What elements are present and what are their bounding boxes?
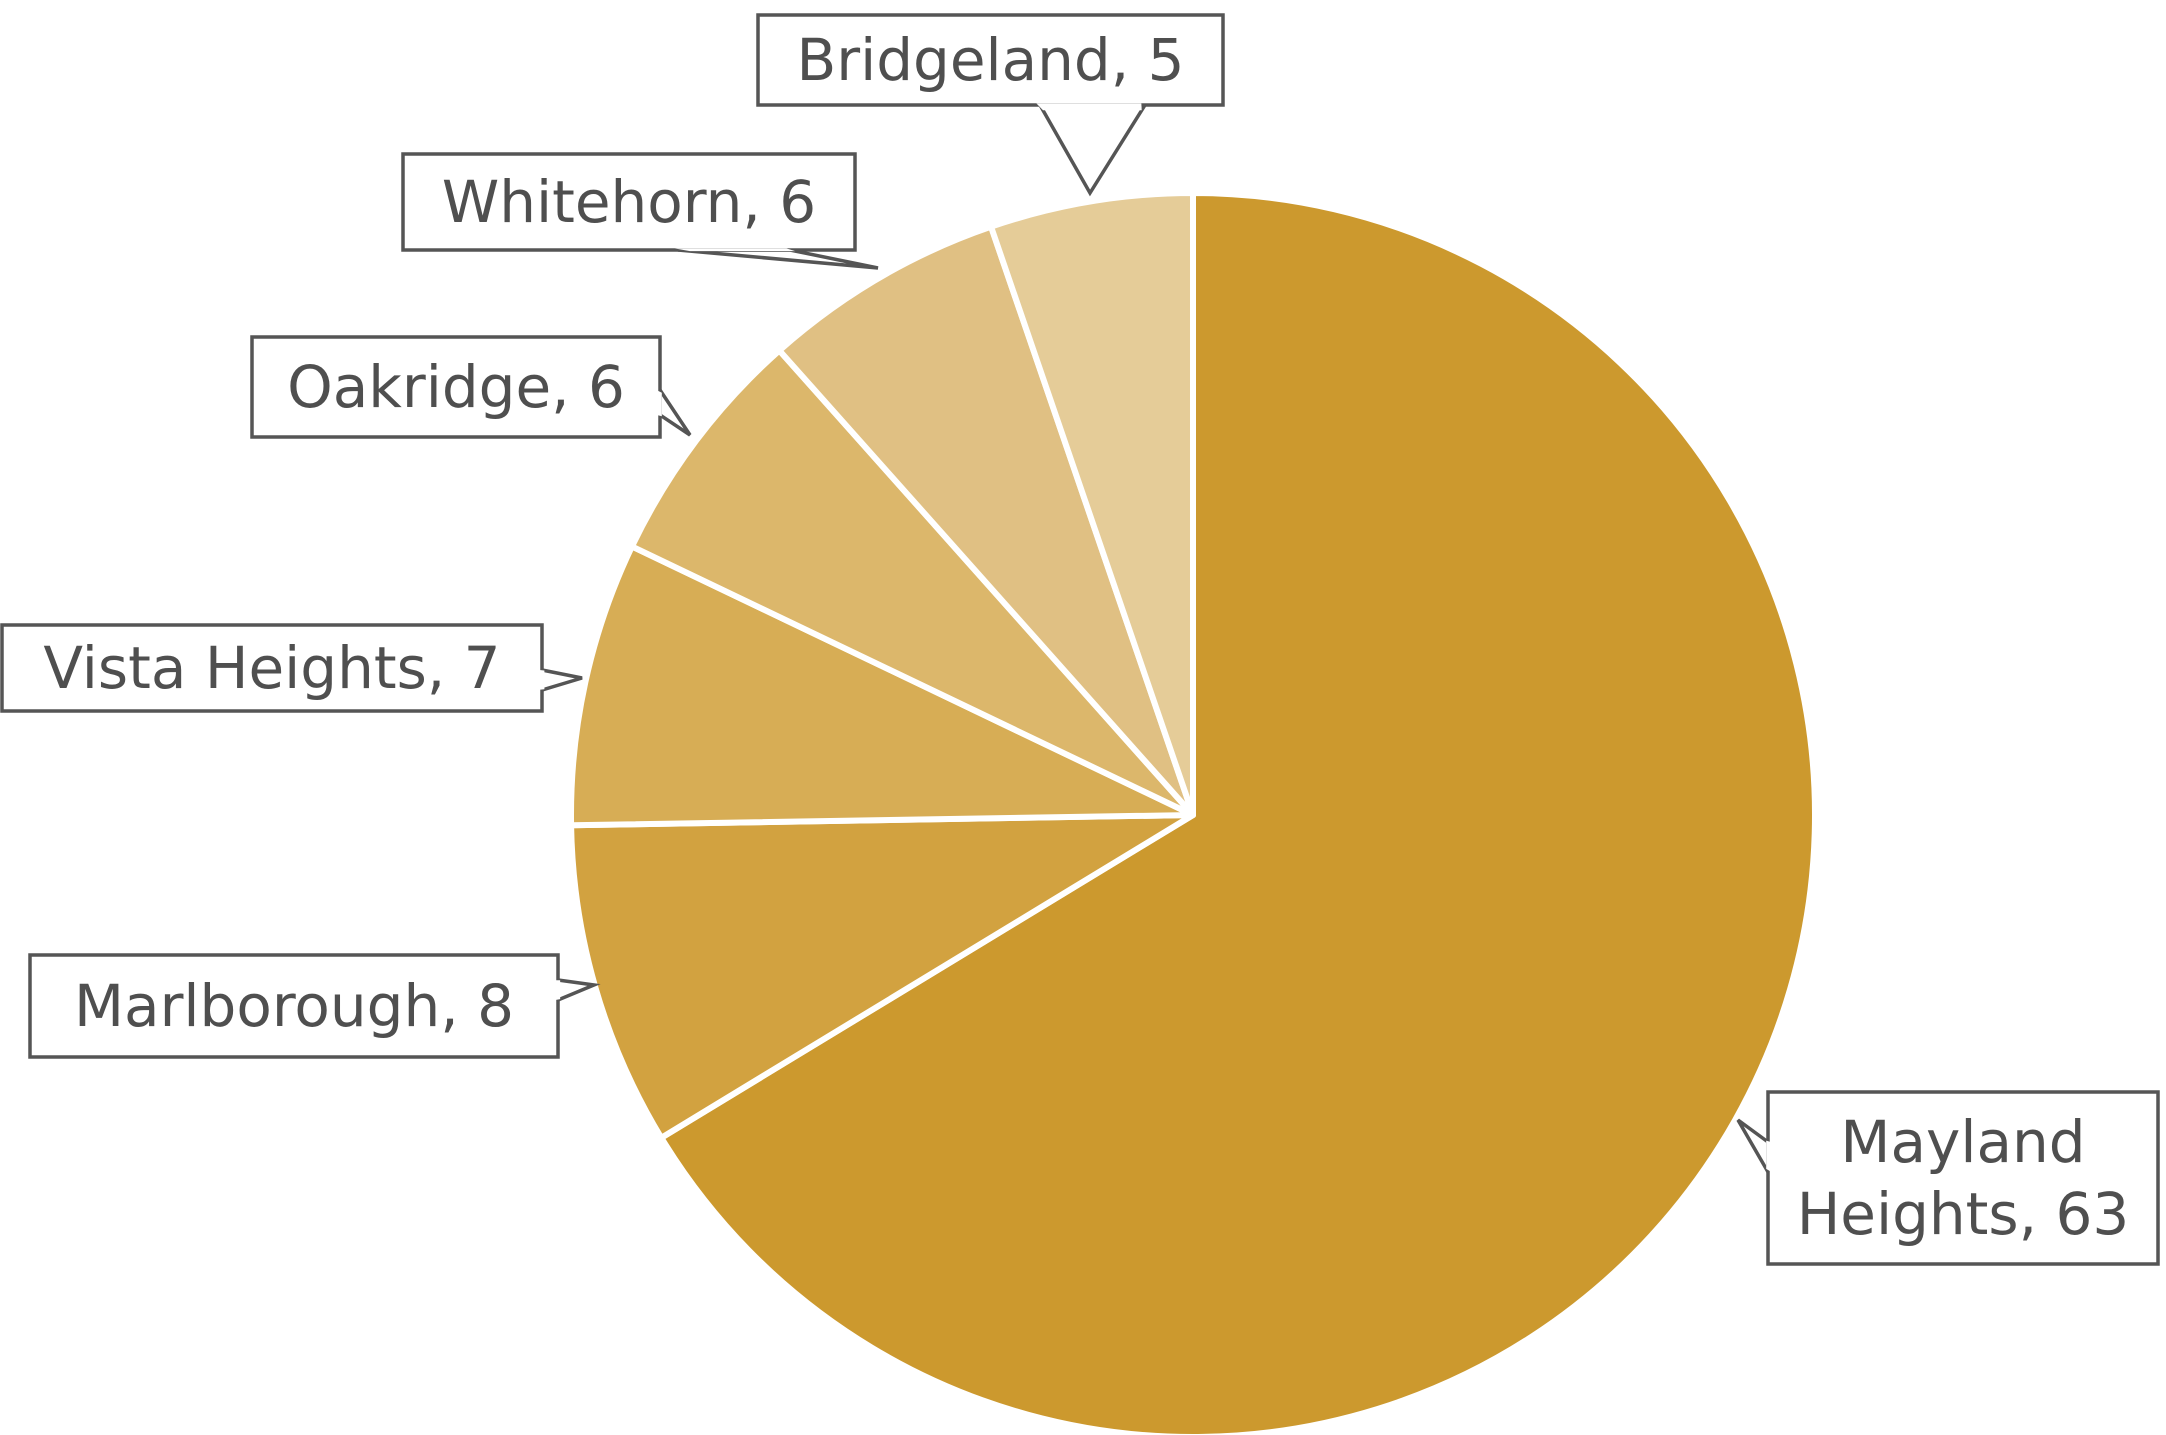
- callout-box: [0, 623, 544, 713]
- pie-slice-marlborough: [568, 812, 1196, 1141]
- callout-tail-join: [538, 669, 545, 690]
- data-label-vista-heights: Vista Heights, 7: [0, 623, 583, 713]
- callout-tail: [1036, 103, 1149, 197]
- pie-slice-whitehorn: [776, 223, 1196, 818]
- data-label-oakridge: Oakridge, 6: [250, 335, 692, 439]
- pie-slice-mayland-heights: [658, 190, 1818, 1435]
- data-label-text: Mayland: [1840, 1108, 2085, 1176]
- pie-slice-oakridge: [628, 347, 1196, 818]
- callout-tail-join: [1036, 103, 1142, 111]
- callout-tail-join: [554, 980, 561, 1001]
- callout-tail: [677, 248, 879, 270]
- callout-box: [1766, 1090, 2160, 1266]
- data-label-text: Vista Heights, 7: [43, 634, 500, 702]
- pie-slice-vista-heights: [568, 543, 1196, 829]
- callout-box: [756, 13, 1225, 107]
- callout-box: [250, 335, 662, 439]
- pie-slices: [568, 190, 1818, 1435]
- data-label-marlborough: Marlborough, 8: [28, 953, 601, 1059]
- data-label-text: Marlborough, 8: [74, 972, 514, 1040]
- callout-tail-join: [1766, 1140, 1772, 1173]
- data-label-text: Whitehorn, 6: [442, 168, 816, 236]
- data-label-text: Heights, 63: [1797, 1180, 2130, 1248]
- data-label-text: Bridgeland, 5: [796, 26, 1184, 94]
- callout-tail: [1736, 1118, 1770, 1179]
- pie-slice-bridgeland: [988, 190, 1196, 818]
- callout-box: [401, 152, 857, 252]
- callout-tail: [540, 667, 583, 693]
- callout-tail: [658, 384, 692, 437]
- callout-tail-join: [674, 248, 796, 252]
- callout-tail-join: [656, 389, 662, 417]
- callout-tail: [556, 977, 601, 1003]
- data-label-text: Oakridge, 6: [287, 353, 625, 421]
- data-label-whitehorn: Whitehorn, 6: [401, 152, 879, 270]
- data-label-bridgeland: Bridgeland, 5: [756, 13, 1225, 197]
- callout-box: [28, 953, 560, 1059]
